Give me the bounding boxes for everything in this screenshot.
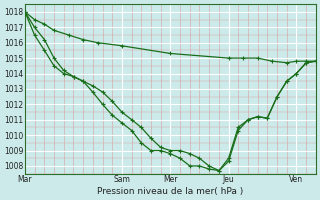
X-axis label: Pression niveau de la mer( hPa ): Pression niveau de la mer( hPa ) <box>97 187 244 196</box>
